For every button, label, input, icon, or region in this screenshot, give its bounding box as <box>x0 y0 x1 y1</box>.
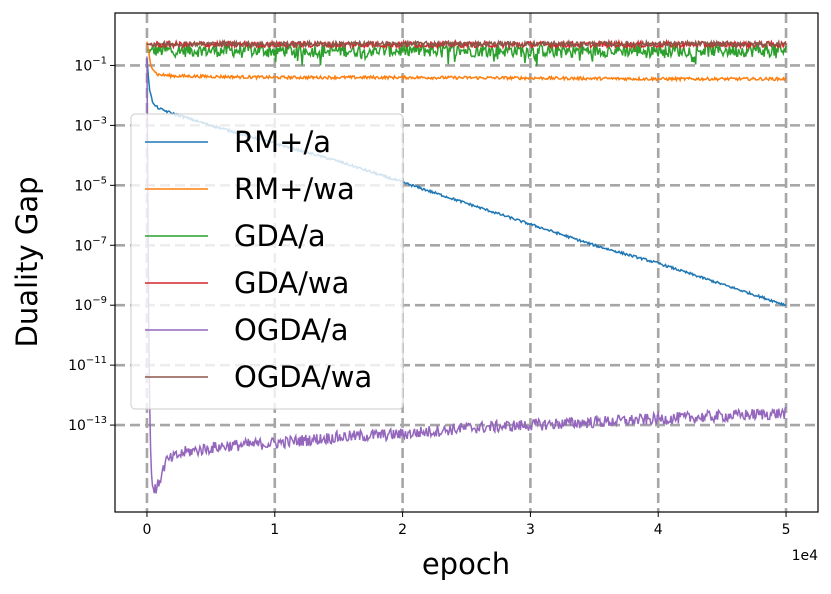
legend-label: GDA/a <box>234 219 326 253</box>
y-tick-label: 10−5 <box>74 175 107 194</box>
y-tick-label: 10−3 <box>74 115 107 134</box>
series-group <box>146 38 787 494</box>
legend: RM+/a RM+/wa GDA/a GDA/wa OGDA/a OGDA/wa <box>130 113 404 410</box>
y-tick-label: 10−1 <box>74 55 107 74</box>
x-tick-label: 5 <box>782 522 791 538</box>
y-tick-label: 10−13 <box>68 415 107 434</box>
x-tick-label: 4 <box>654 522 663 538</box>
x-tick-label: 3 <box>526 522 535 538</box>
legend-label: RM+/a <box>234 125 331 159</box>
y-tick-label: 10−9 <box>74 295 107 314</box>
x-tick-label: 1 <box>270 522 279 538</box>
legend-label: OGDA/wa <box>234 360 372 394</box>
x-tick-label: 2 <box>398 522 407 538</box>
y-axis-title: Duality Gap <box>10 177 44 348</box>
legend-label: GDA/wa <box>234 266 349 300</box>
series-line-gda-a <box>146 41 787 67</box>
x-axis: 0 1 2 3 4 5 <box>142 512 791 538</box>
legend-box <box>130 113 404 410</box>
y-axis: 10−1 10−3 10−5 10−7 10−9 10−11 10−13 <box>68 55 115 434</box>
y-tick-label: 10−11 <box>68 355 107 374</box>
legend-label: OGDA/a <box>234 313 349 347</box>
y-tick-label: 10−7 <box>74 235 107 254</box>
x-axis-title: epoch <box>422 547 510 581</box>
series-line-rm-wa <box>146 41 787 83</box>
legend-label: RM+/wa <box>234 172 355 206</box>
series-line-ogda-a <box>146 56 787 494</box>
x-axis-offset-label: 1e4 <box>792 548 819 564</box>
x-tick-label: 0 <box>142 522 151 538</box>
series-line-ogda-wa <box>146 38 787 50</box>
plot-frame <box>114 12 819 513</box>
